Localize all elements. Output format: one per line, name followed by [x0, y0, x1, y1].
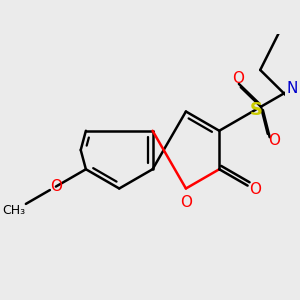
- Text: O: O: [180, 195, 192, 210]
- Text: O: O: [249, 182, 261, 197]
- Text: O: O: [232, 71, 244, 86]
- Text: S: S: [249, 100, 262, 118]
- Text: O: O: [50, 179, 62, 194]
- Text: O: O: [268, 133, 280, 148]
- Text: CH₃: CH₃: [3, 204, 26, 217]
- Text: N: N: [287, 81, 298, 96]
